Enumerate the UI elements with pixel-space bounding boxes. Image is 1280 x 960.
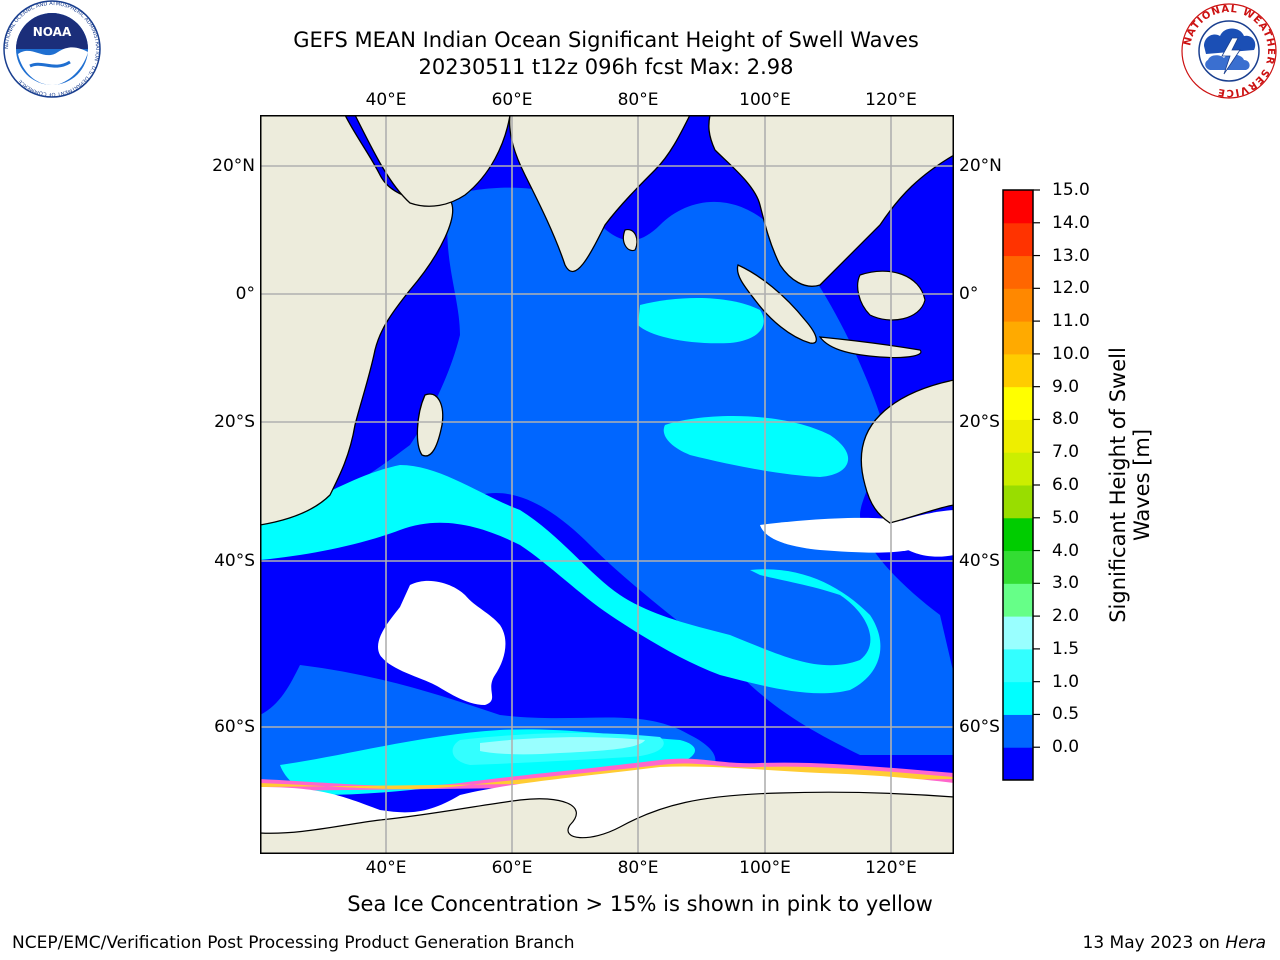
nws-logo: NATIONAL WEATHER SERVICE	[1181, 3, 1277, 99]
lat-label-left-60s: 60°S	[214, 717, 255, 737]
colorbar-tick-label: 14.0	[1052, 212, 1090, 233]
swell-band-1.0-1.5-subtropical	[663, 415, 849, 477]
lon-label-top-40e: 40°E	[365, 90, 407, 110]
lon-label-bottom-40e: 40°E	[365, 858, 407, 878]
lon-label-top-100e: 100°E	[739, 90, 791, 110]
colorbar-tick-label: 11.0	[1052, 311, 1090, 332]
noaa-logo: NOAA NATIONAL OCEANIC AND ATMOSPHERIC AD…	[3, 0, 101, 98]
colorbar-tick-label: 3.0	[1052, 573, 1080, 594]
colorbar-segment	[1003, 353, 1033, 388]
colorbar-tick-label: 10.0	[1052, 343, 1090, 364]
land-southeast-asia	[708, 115, 954, 287]
colorbar-tick-label: 13.0	[1052, 245, 1090, 266]
sea-ice-caption: Sea Ice Concentration > 15% is shown in …	[347, 892, 933, 916]
colorbar-tick-label: 15.0	[1052, 180, 1090, 200]
colorbar-frame	[1002, 189, 1034, 781]
colorbar-tick-label: 6.0	[1052, 475, 1080, 495]
lon-label-bottom-80e: 80°E	[617, 858, 659, 878]
footer-machine: Hera	[1225, 933, 1266, 953]
graticule	[260, 115, 954, 854]
noaa-logo-text: NOAA	[33, 25, 72, 39]
colorbar-segment	[1003, 517, 1033, 552]
colorbar-tick-label: 8.0	[1052, 409, 1080, 430]
map-title-line1: GEFS MEAN Indian Ocean Significant Heigh…	[293, 28, 919, 52]
colorbar-segment	[1003, 288, 1033, 322]
colorbar-segment	[1003, 321, 1033, 355]
colorbar-segment	[1003, 386, 1033, 420]
map-frame	[260, 115, 954, 854]
colorbar-segment	[1003, 681, 1033, 715]
colorbar-ticks	[1033, 189, 1040, 748]
land-australia	[860, 379, 954, 524]
footer-date-text: 13 May 2023 on	[1082, 933, 1226, 953]
colorbar-tick-label: 12.0	[1052, 278, 1090, 299]
antarctica-land	[260, 791, 954, 854]
lat-label-right-40s: 40°S	[959, 551, 1000, 571]
colorbar-tick-label: 1.0	[1052, 671, 1080, 692]
map-title-line2: 20230511 t12z 096h fcst Max: 2.98	[418, 55, 794, 79]
colorbar-segment	[1003, 222, 1033, 257]
land-java	[818, 336, 922, 359]
lon-label-bottom-60e: 60°E	[491, 858, 533, 878]
colorbar-tick-label: 1.5	[1052, 638, 1080, 659]
colorbar-tick-label: 0.0	[1052, 737, 1080, 758]
colorbar-tick-label: 0.5	[1052, 704, 1080, 725]
colorbar-segment	[1003, 190, 1033, 224]
colorbar-segment	[1003, 583, 1033, 617]
swell-height-map	[260, 115, 954, 854]
lat-label-right-60s: 60°S	[959, 717, 1000, 737]
no-data-patch-east	[760, 517, 924, 553]
swell-band-0.5-1.0	[260, 187, 954, 755]
colorbar-segment	[1003, 419, 1033, 453]
no-data-patch-west	[378, 580, 506, 705]
colorbar-tick-label: 2.0	[1052, 606, 1080, 627]
colorbar-segment	[1003, 550, 1033, 584]
lat-label-right-20n: 20°N	[959, 156, 1002, 176]
lon-label-top-120e: 120°E	[865, 90, 917, 110]
land-arabia	[354, 115, 511, 207]
swell-band-1.0-1.5-equatorial	[638, 298, 764, 344]
colorbar-tick-label: 5.0	[1052, 507, 1080, 528]
land-madagascar	[416, 393, 444, 457]
colorbar-tick-label: 9.0	[1052, 376, 1080, 397]
lon-label-top-80e: 80°E	[617, 90, 659, 110]
colorbar-tick-label: 7.0	[1052, 442, 1080, 463]
colorbar-segment	[1003, 485, 1033, 519]
colorbar-segment	[1003, 714, 1033, 748]
colorbar-tick-label: 4.0	[1052, 540, 1080, 561]
swell-band-2.0-3.0	[480, 737, 645, 755]
lon-label-bottom-100e: 100°E	[739, 858, 791, 878]
colorbar-segments	[1003, 190, 1033, 781]
lat-label-left-0: 0°	[235, 284, 255, 304]
lon-label-bottom-120e: 120°E	[865, 858, 917, 878]
colorbar-title: Significant Height of Swell Waves [m]	[1106, 347, 1154, 623]
colorbar-segment	[1003, 452, 1033, 486]
colorbar-title-line1: Significant Height of Swell	[1106, 347, 1130, 623]
lat-label-left-20s: 20°S	[214, 412, 255, 432]
colorbar	[1002, 189, 1040, 781]
footer-date: 13 May 2023 on Hera	[1083, 933, 1267, 953]
lat-label-right-0: 0°	[959, 284, 979, 304]
colorbar-segment	[1003, 616, 1033, 650]
land-sri-lanka	[622, 228, 638, 252]
lat-label-right-20s: 20°S	[959, 412, 1000, 432]
swell-band-1.0-1.5	[260, 465, 881, 694]
land-india	[509, 115, 691, 273]
footer-producer: NCEP/EMC/Verification Post Processing Pr…	[12, 933, 575, 953]
lat-label-left-40s: 40°S	[214, 551, 255, 571]
colorbar-segment	[1003, 255, 1033, 289]
lon-label-top-60e: 60°E	[491, 90, 533, 110]
colorbar-title-line2: Waves [m]	[1130, 428, 1154, 542]
colorbar-segment	[1003, 648, 1033, 683]
land-tasmania-edge	[890, 510, 954, 557]
lat-label-left-20n: 20°N	[212, 156, 255, 176]
colorbar-segment	[1003, 747, 1033, 781]
